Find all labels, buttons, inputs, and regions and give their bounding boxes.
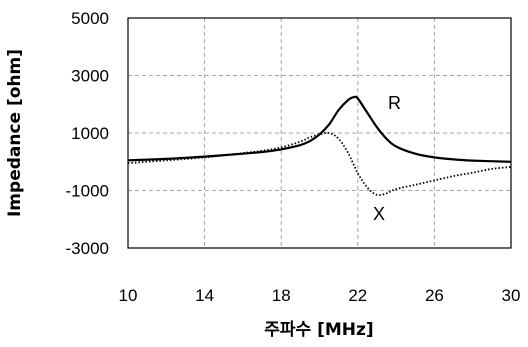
series-line-x [127,131,512,197]
y-tick-label: 5000 [71,9,109,28]
y-tick-label: 1000 [71,124,109,143]
series-lines [127,95,512,197]
y-tick-label: -1000 [66,182,109,201]
x-axis-title: 주파수 [MHz] [264,320,373,340]
y-tick-label: 3000 [71,67,109,86]
plot-frame [127,17,512,249]
series-label-x: X [373,204,385,224]
x-tick-label: 18 [272,286,291,305]
x-tick-label: 26 [425,286,444,305]
y-tick-label: -3000 [66,239,109,258]
y-tick-labels: 5000 3000 1000 -1000 -3000 [66,9,109,258]
x-tick-labels: 10 14 18 22 26 30 [119,286,521,305]
x-tick-label: 14 [195,286,214,305]
x-tick-label: 10 [119,286,138,305]
x-tick-label: 22 [348,286,367,305]
y-axis-title: Impedance [ohm] [5,49,25,217]
x-tick-label: 30 [502,286,521,305]
series-line-r [127,95,512,163]
series-label-r: R [388,93,401,113]
